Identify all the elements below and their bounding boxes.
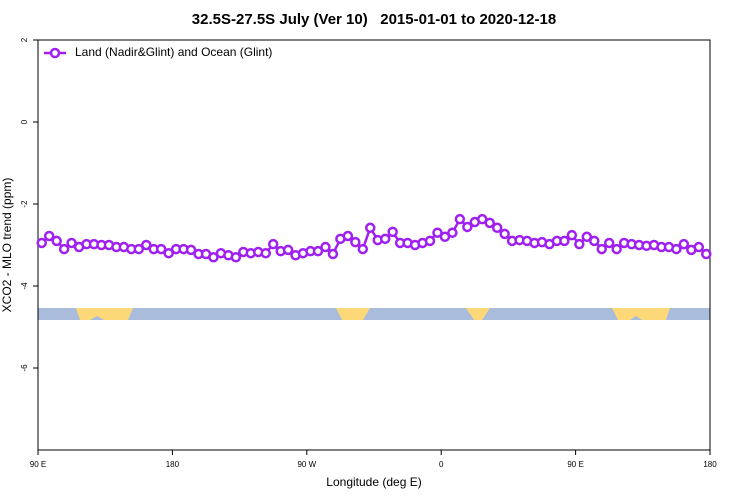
land-ocean-strip [38,308,710,320]
data-point [439,231,451,243]
x-tick-label: 90 E [567,460,583,469]
data-point [267,238,279,250]
data-point [596,243,607,255]
data-point [58,243,70,255]
data-point [603,237,615,249]
data-point [499,228,510,240]
data-point [559,235,570,247]
data-point [36,237,47,249]
legend-marker [49,47,61,59]
data-point [155,243,167,255]
data-point [581,231,593,243]
data-point [701,248,712,260]
data-point [589,235,600,247]
x-tick-label: 180 [703,460,717,469]
land-band [76,308,133,320]
data-point [447,227,458,238]
legend-label: Land (Nadir&Glint) and Ocean (Glint) [75,45,272,59]
data-point [342,230,354,242]
data-point [574,238,585,250]
data-point [185,244,197,256]
data-point [141,239,152,251]
data-point [424,235,436,247]
land-band [466,308,490,320]
x-tick-label: 90 W [297,460,316,469]
data-point [566,229,578,241]
data-point [387,226,398,238]
y-axis-label: XCO2 - MLO trend (ppm) [0,178,14,313]
data-point [327,248,339,260]
data-point [454,213,466,225]
land-band [336,308,370,320]
chart-title: 32.5S-27.5S July (Ver 10) 2015-01-01 to … [192,11,556,28]
data-point [462,221,473,233]
y-tick-label: -4 [20,282,29,290]
data-point [357,243,369,255]
data-point [163,247,174,259]
x-tick-label: 0 [439,460,444,469]
data-point [484,217,495,229]
data-point [671,243,682,255]
y-tick-label: -2 [20,200,29,208]
data-point [365,222,376,234]
y-tick-label: 0 [20,119,29,124]
data-point [379,233,391,245]
data-point [693,241,705,253]
data-point [43,230,55,242]
data-point [66,237,77,249]
data-point [208,252,219,263]
data-point [312,245,324,257]
data-point [432,227,443,238]
data-point [611,243,622,255]
data-point [350,236,361,248]
land-band [612,308,670,320]
x-axis-label: Longitude (deg E) [326,475,421,489]
x-tick-label: 180 [166,460,180,469]
data-point [282,244,294,256]
data-point [678,238,690,250]
data-point [260,247,271,259]
data-point [320,241,331,253]
y-tick-label: 2 [20,37,29,42]
data-point [491,222,503,234]
x-tick-label: 90 E [30,460,46,469]
y-tick-label: -6 [20,364,29,372]
data-point [230,252,242,263]
data-point [51,235,62,247]
data-point [133,243,145,255]
ocean-band [38,308,710,320]
